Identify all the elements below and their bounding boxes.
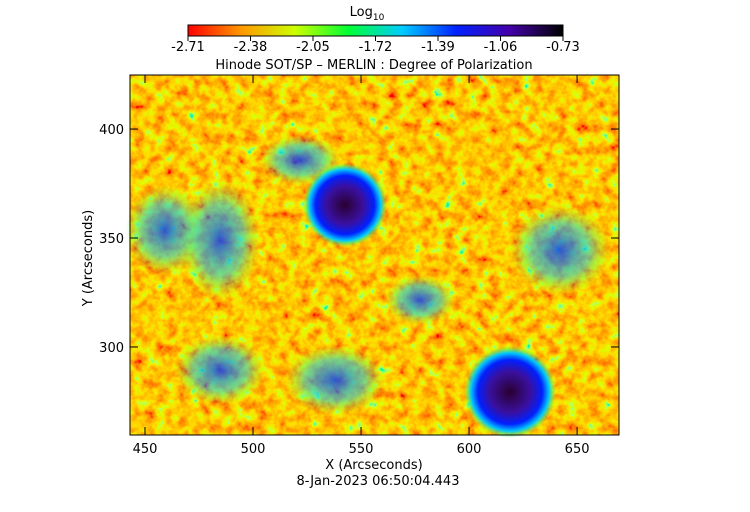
x-axis-label: X (Arcseconds)	[325, 458, 422, 473]
colorbar-tick-label: -0.73	[546, 40, 580, 55]
image	[125, 74, 620, 438]
colorbar-tick-label: -1.72	[359, 40, 393, 55]
x-tick-label: 500	[241, 442, 266, 457]
x-tick-label: 550	[349, 442, 374, 457]
y-tick-label: 350	[99, 232, 124, 247]
colorbar-tick-label: -2.05	[296, 40, 330, 55]
patch	[175, 335, 265, 405]
y-axis-label: Y (Arcseconds)	[81, 210, 96, 307]
plot-frame	[129, 74, 620, 436]
colorbar-tick-label: -2.71	[171, 40, 205, 55]
x-tick-label: 450	[133, 442, 158, 457]
sunspot	[303, 163, 387, 247]
x-tick-label: 650	[565, 442, 590, 457]
patch	[385, 275, 455, 325]
colorbar-tick-label: -1.06	[484, 40, 518, 55]
y-tick-label: 400	[99, 123, 124, 138]
footer-date: 8-Jan-2023 06:50:04.443	[297, 474, 460, 489]
colorbar	[187, 24, 564, 37]
sunspot	[464, 346, 556, 438]
x-tick-label: 600	[457, 442, 482, 457]
colorbar-axis: -2.71 -2.38 -2.05 -1.72 -1.39 -1.06 -0.73	[171, 36, 580, 55]
colorbar-title-text: Log	[350, 5, 373, 20]
colorbar-tick-label: -2.38	[234, 40, 268, 55]
axes: 450 500 550 600 650 300 350 400	[99, 75, 619, 457]
colorbar-title-subscript: 10	[373, 13, 385, 23]
y-tick-label: 300	[99, 341, 124, 356]
patch	[180, 180, 260, 300]
colorbar-tick-label: -1.39	[421, 40, 455, 55]
chart-title: Hinode SOT/SP – MERLIN : Degree of Polar…	[215, 58, 532, 73]
patch	[510, 205, 610, 295]
patch	[285, 345, 385, 415]
colorbar-title: Log10	[350, 5, 385, 23]
